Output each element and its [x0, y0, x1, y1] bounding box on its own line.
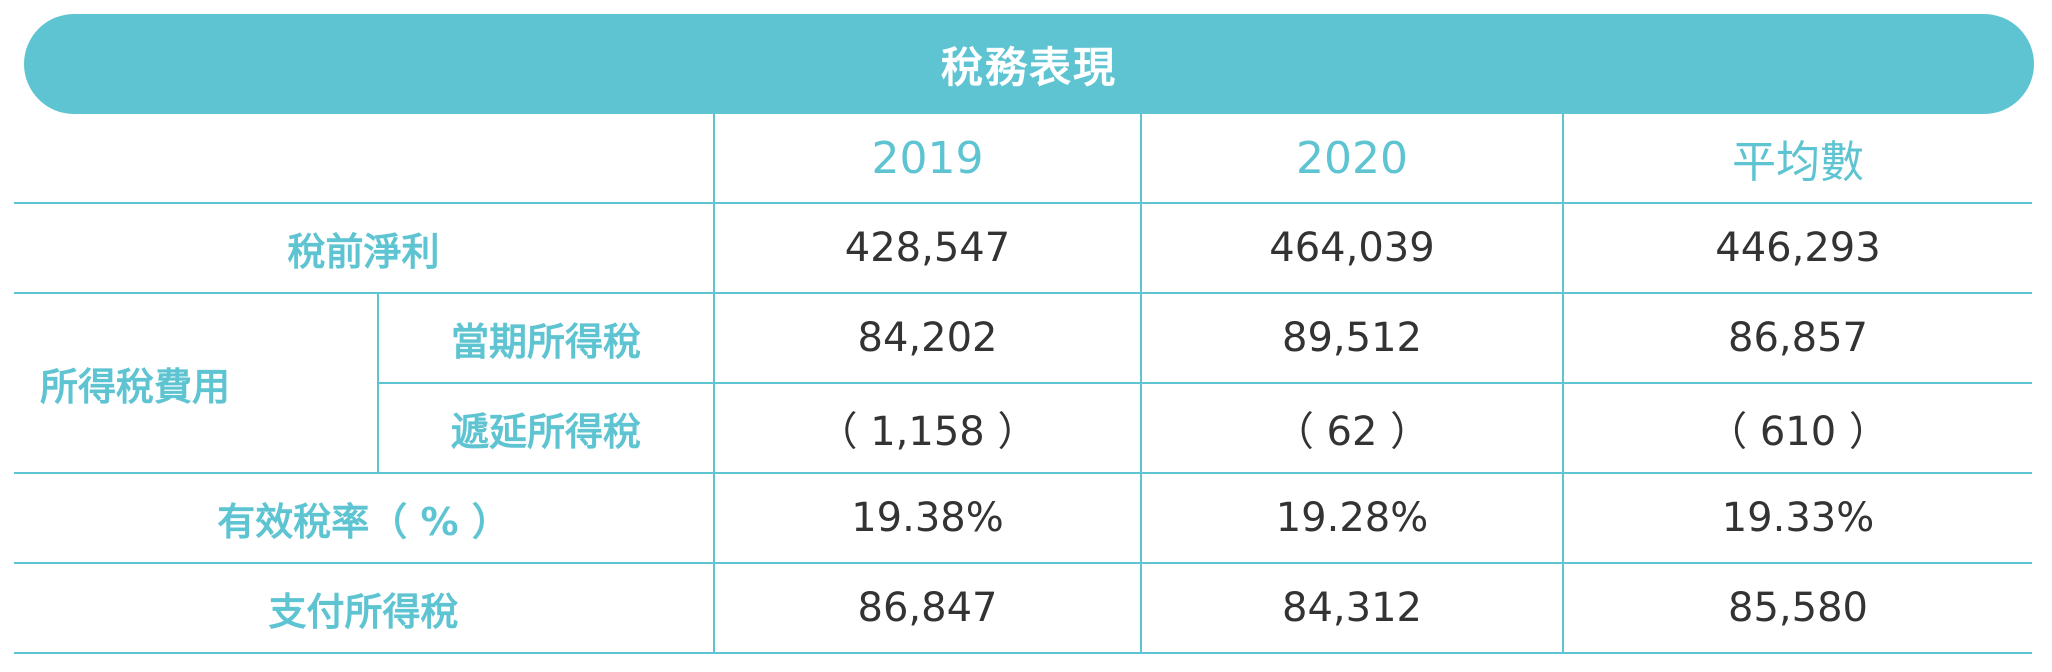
cell-current-2020: 89,512 — [1140, 293, 1563, 384]
row-group-label-income-tax-expense: 所得稅費用 — [14, 293, 378, 474]
cell-pretax-average: 446,293 — [1562, 203, 2032, 294]
cell-current-average: 86,857 — [1562, 293, 2032, 384]
cell-deferred-average: （ 610 ） — [1562, 383, 2032, 474]
table-row: 所得稅費用 當期所得稅 84,202 89,512 86,857 — [14, 293, 2032, 474]
table-title: 稅務表現 — [940, 42, 1117, 92]
row-label-pretax: 稅前淨利 — [14, 203, 714, 294]
cell-effective-average: 19.33% — [1562, 473, 2032, 564]
cell-pretax-2020: 464,039 — [1140, 203, 1563, 294]
header-row: 2019 2020 平均數 — [14, 114, 2032, 204]
col-header-average: 平均數 — [1562, 114, 2032, 204]
cell-pretax-2019: 428,547 — [713, 203, 1141, 294]
row-label-current-tax: 當期所得稅 — [377, 293, 714, 384]
cell-effective-2020: 19.28% — [1140, 473, 1563, 564]
cell-current-2019: 84,202 — [713, 293, 1141, 384]
col-header-2020: 2020 — [1140, 114, 1563, 204]
table-row: 有效稅率（ % ） 19.38% 19.28% 19.33% — [14, 473, 2032, 564]
table-row: 遞延所得稅 （ 1,158 ） （ 62 ） （ 610 ） — [14, 383, 2032, 474]
row-label-tax-paid: 支付所得稅 — [14, 563, 714, 654]
cell-paid-2020: 84,312 — [1140, 563, 1563, 654]
row-label-deferred-tax: 遞延所得稅 — [377, 383, 714, 474]
table-row: 支付所得稅 86,847 84,312 85,580 — [14, 563, 2032, 654]
table-title-banner: 稅務表現 — [24, 14, 2034, 114]
cell-deferred-2019: （ 1,158 ） — [713, 383, 1141, 474]
cell-effective-2019: 19.38% — [713, 473, 1141, 564]
cell-paid-average: 85,580 — [1562, 563, 2032, 654]
header-empty-cell — [14, 114, 714, 204]
col-header-2019: 2019 — [713, 114, 1141, 204]
cell-paid-2019: 86,847 — [713, 563, 1141, 654]
tax-performance-table: 2019 2020 平均數 稅前淨利 428,547 464,039 446,2… — [14, 114, 2032, 654]
row-label-effective-tax-rate: 有效稅率（ % ） — [14, 473, 714, 564]
cell-deferred-2020: （ 62 ） — [1140, 383, 1563, 474]
table-row: 稅前淨利 428,547 464,039 446,293 — [14, 203, 2032, 294]
